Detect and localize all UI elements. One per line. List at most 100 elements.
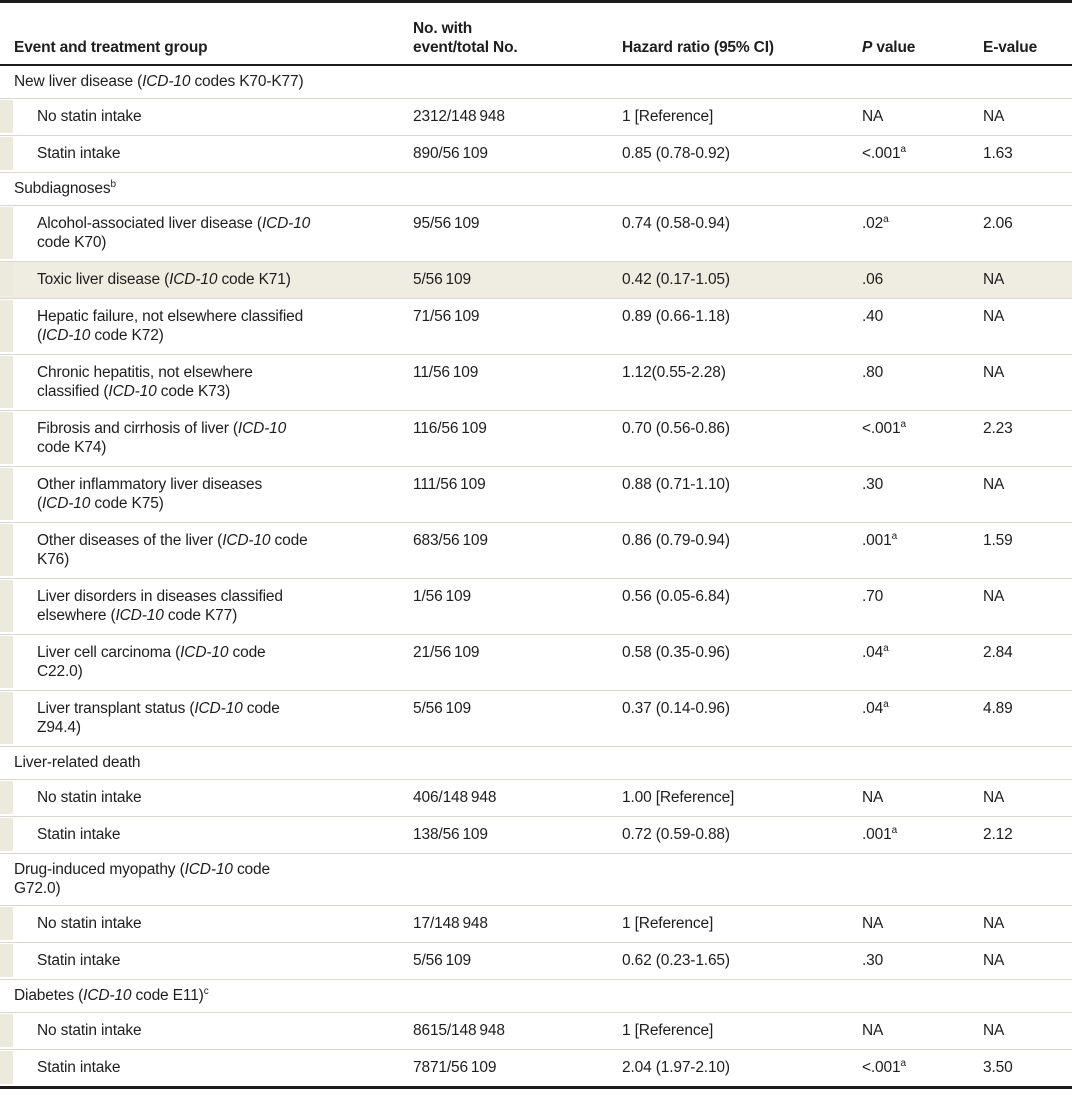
- events-cell: 2312/148 948: [413, 108, 505, 125]
- hazard-ratio-cell: 2.04 (1.97-2.10): [622, 1059, 730, 1076]
- p-value-cell: NA: [862, 915, 884, 932]
- section-label: Liver-related death: [14, 754, 141, 771]
- indent-marker: [0, 781, 13, 814]
- table-row: No statin intake 2312/148 948 1 [Referen…: [0, 99, 1072, 136]
- p-value-cell: .70: [862, 588, 884, 605]
- events-cell: 8615/148 948: [413, 1022, 505, 1039]
- hazard-ratio-cell: 1 [Reference]: [622, 1022, 714, 1039]
- hazard-ratio-cell: 0.89 (0.66-1.18): [622, 308, 730, 325]
- section-label: New liver disease (ICD-10 codes K70-K77): [14, 73, 304, 90]
- hazard-ratio-cell: 0.86 (0.79-0.94): [622, 532, 730, 549]
- column-header-events-total: No. with event/total No.: [413, 20, 518, 56]
- hazard-ratio-cell: 0.56 (0.05-6.84): [622, 588, 730, 605]
- p-value-cell: NA: [862, 108, 884, 125]
- hazard-ratio-cell: 0.70 (0.56-0.86): [622, 420, 730, 437]
- indent-marker: [0, 412, 13, 464]
- hazard-ratio-cell: 0.62 (0.23-1.65): [622, 952, 730, 969]
- indent-marker: [0, 1051, 13, 1084]
- e-value-cell: 2.23: [983, 420, 1013, 437]
- outcomes-table: Event and treatment group No. with event/…: [0, 0, 1072, 1089]
- table-row: No statin intake 8615/148 948 1 [Referen…: [0, 1013, 1072, 1050]
- row-label: Liver cell carcinoma (ICD-10 code C22.0): [37, 644, 266, 680]
- p-value-cell: <.001a: [862, 143, 906, 162]
- section-row-subdiagnoses: Subdiagnosesb: [0, 173, 1072, 206]
- e-value-cell: NA: [983, 271, 1005, 288]
- hazard-ratio-cell: 1.00 [Reference]: [622, 789, 735, 806]
- table-row: Other diseases of the liver (ICD-10 code…: [0, 523, 1072, 579]
- hazard-ratio-cell: 0.58 (0.35-0.96): [622, 644, 730, 661]
- p-value-cell: .04a: [862, 642, 889, 661]
- e-value-cell: NA: [983, 108, 1005, 125]
- events-cell: 7871/56 109: [413, 1059, 497, 1076]
- column-header-e-value: E-value: [983, 39, 1038, 56]
- table-row: Chronic hepatitis, not elsewhere classifi…: [0, 355, 1072, 411]
- e-value-cell: NA: [983, 476, 1005, 493]
- e-value-cell: 4.89: [983, 700, 1013, 717]
- table-row: Statin intake 5/56 109 0.62 (0.23-1.65) …: [0, 943, 1072, 980]
- events-cell: 5/56 109: [413, 271, 471, 288]
- row-label: No statin intake: [37, 1022, 142, 1039]
- section-row-diabetes: Diabetes (ICD-10 code E11)c: [0, 980, 1072, 1013]
- hazard-ratio-cell: 0.72 (0.59-0.88): [622, 826, 730, 843]
- row-label: No statin intake: [37, 108, 142, 125]
- p-value-cell: .001a: [862, 530, 897, 549]
- row-label: No statin intake: [37, 789, 142, 806]
- e-value-cell: 3.50: [983, 1059, 1013, 1076]
- e-value-cell: NA: [983, 308, 1005, 325]
- row-label: Fibrosis and cirrhosis of liver (ICD-10 c…: [37, 420, 287, 456]
- table-row: Fibrosis and cirrhosis of liver (ICD-10 c…: [0, 411, 1072, 467]
- indent-marker: [0, 207, 13, 259]
- events-cell: 21/56 109: [413, 644, 480, 661]
- e-value-cell: NA: [983, 588, 1005, 605]
- section-row-liver-related-death: Liver-related death: [0, 747, 1072, 780]
- p-value-cell: <.001a: [862, 418, 906, 437]
- row-label: Alcohol-associated liver disease (ICD-10…: [37, 215, 311, 251]
- e-value-cell: NA: [983, 789, 1005, 806]
- hazard-ratio-cell: 1 [Reference]: [622, 915, 714, 932]
- hazard-ratio-cell: 1.12(0.55-2.28): [622, 364, 726, 381]
- events-cell: 890/56 109: [413, 145, 488, 162]
- column-header-event-group: Event and treatment group: [14, 39, 208, 56]
- indent-marker: [0, 907, 13, 940]
- section-label: Diabetes (ICD-10 code E11)c: [14, 985, 209, 1004]
- indent-marker: [0, 100, 13, 133]
- p-value-cell: .02a: [862, 213, 889, 232]
- column-header-hazard-ratio: Hazard ratio (95% CI): [622, 39, 774, 56]
- row-label: Hepatic failure, not elsewhere classifie…: [37, 308, 304, 344]
- hazard-ratio-cell: 0.42 (0.17-1.05): [622, 271, 730, 288]
- row-label: Other inflammatory liver diseases (ICD-10…: [37, 476, 263, 512]
- table-row: Statin intake 890/56 109 0.85 (0.78-0.92…: [0, 136, 1072, 173]
- events-cell: 111/56 109: [413, 476, 486, 493]
- p-value-cell: NA: [862, 1022, 884, 1039]
- events-cell: 1/56 109: [413, 588, 471, 605]
- table-row: Other inflammatory liver diseases (ICD-10…: [0, 467, 1072, 523]
- p-value-cell: .30: [862, 952, 884, 969]
- e-value-cell: 2.12: [983, 826, 1013, 843]
- section-row-drug-induced-myopathy: Drug-induced myopathy (ICD-10 code G72.0): [0, 854, 1072, 906]
- p-value-cell: .30: [862, 476, 884, 493]
- e-value-cell: NA: [983, 364, 1005, 381]
- e-value-cell: 1.59: [983, 532, 1013, 549]
- row-label: Statin intake: [37, 1059, 121, 1076]
- table-row: No statin intake 406/148 948 1.00 [Refer…: [0, 780, 1072, 817]
- row-label: Statin intake: [37, 145, 121, 162]
- row-label: Chronic hepatitis, not elsewhere classifi…: [37, 364, 253, 400]
- section-row-new-liver-disease: New liver disease (ICD-10 codes K70-K77): [0, 66, 1072, 99]
- indent-marker: [0, 580, 13, 632]
- hazard-ratio-cell: 1 [Reference]: [622, 108, 714, 125]
- indent-marker: [0, 356, 13, 408]
- section-label: Drug-induced myopathy (ICD-10 code G72.0): [14, 861, 270, 897]
- p-value-cell: <.001a: [862, 1057, 906, 1076]
- indent-marker: [0, 692, 13, 744]
- indent-marker: [0, 818, 13, 851]
- table-row: Liver disorders in diseases classified el…: [0, 579, 1072, 635]
- row-label: No statin intake: [37, 915, 142, 932]
- table-row: Statin intake 7871/56 109 2.04 (1.97-2.1…: [0, 1050, 1072, 1086]
- e-value-cell: 2.84: [983, 644, 1013, 661]
- p-value-cell: .06: [862, 271, 884, 288]
- hazard-ratio-cell: 0.37 (0.14-0.96): [622, 700, 730, 717]
- events-cell: 116/56 109: [413, 420, 487, 437]
- row-label: Statin intake: [37, 952, 121, 969]
- table-row: Statin intake 138/56 109 0.72 (0.59-0.88…: [0, 817, 1072, 854]
- p-value-cell: .001a: [862, 824, 897, 843]
